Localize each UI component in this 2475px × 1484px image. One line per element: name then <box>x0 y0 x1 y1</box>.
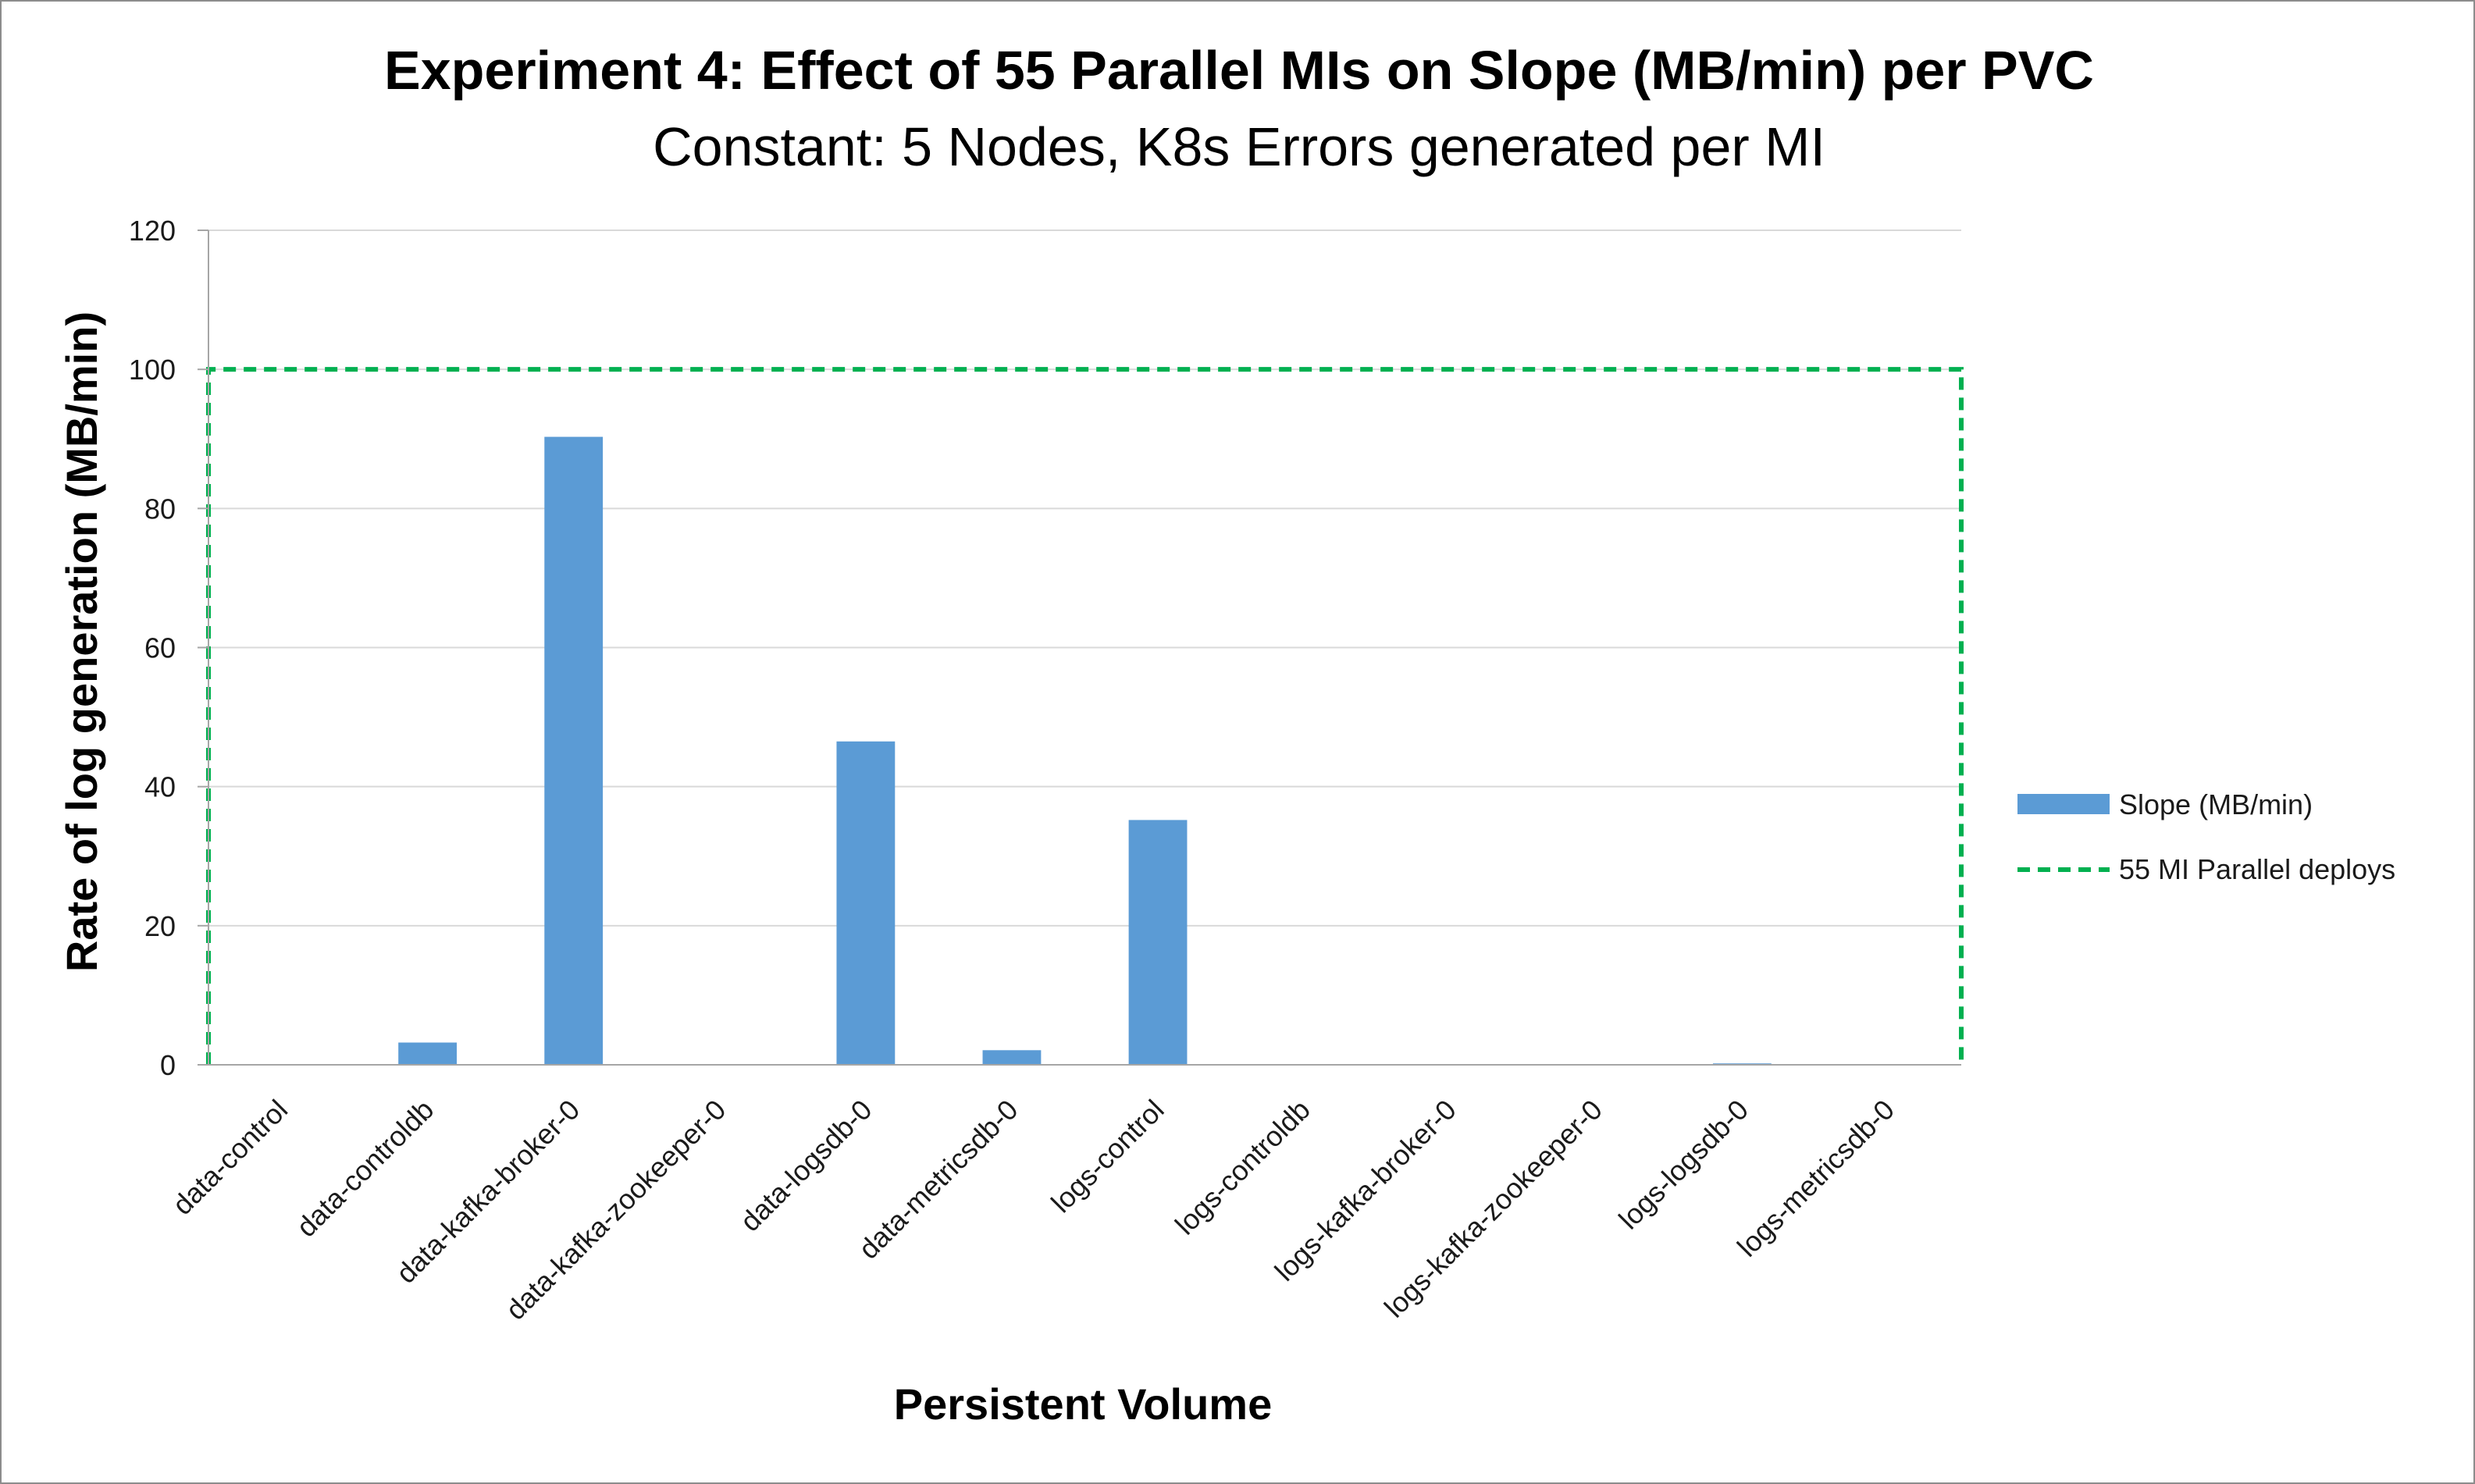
y-axis-title: Rate of log generation (MB/min) <box>57 311 106 972</box>
chart-subtitle: Constant: 5 Nodes, K8s Errors generated … <box>653 116 1825 177</box>
x-tick-labels: data-controldata-controldbdata-kafka-bro… <box>166 1094 1900 1326</box>
y-tick-label: 120 <box>129 215 176 247</box>
x-tick-label: data-metricsdb-0 <box>853 1094 1024 1265</box>
x-tick-label: data-controldb <box>290 1094 440 1244</box>
gridlines <box>208 230 1961 927</box>
x-axis-title: Persistent Volume <box>894 1379 1272 1429</box>
legend-label-slope: Slope (MB/min) <box>2119 788 2313 820</box>
y-tick-labels: 0 20 40 60 80 100 120 <box>129 215 176 1081</box>
y-tick-label: 80 <box>144 493 176 525</box>
y-tick-label: 100 <box>129 354 176 386</box>
bar <box>544 436 604 1065</box>
y-tick-label: 60 <box>144 632 176 664</box>
y-tick-label: 20 <box>144 910 176 942</box>
x-tick-label: data-logsdb-0 <box>734 1094 878 1238</box>
legend-swatch-slope <box>2017 794 2110 814</box>
chart-title: Experiment 4: Effect of 55 Parallel MIs … <box>384 40 2094 101</box>
bar <box>836 741 896 1065</box>
y-tick-label: 40 <box>144 771 176 803</box>
x-tick-label: logs-controldb <box>1169 1094 1316 1241</box>
bar <box>982 1050 1042 1065</box>
legend-label-reference: 55 MI Parallel deploys <box>2119 853 2395 885</box>
bar <box>1128 820 1188 1065</box>
x-tick-label: logs-logsdb-0 <box>1612 1094 1754 1236</box>
bar-series <box>398 436 1772 1065</box>
axes <box>198 230 1961 1066</box>
x-tick-label: data-control <box>166 1094 294 1221</box>
x-tick-label: logs-metricsdb-0 <box>1731 1094 1900 1263</box>
bar <box>398 1042 458 1065</box>
x-tick-label: logs-control <box>1045 1094 1170 1219</box>
legend: Slope (MB/min) 55 MI Parallel deploys <box>2017 788 2395 885</box>
reference-line <box>206 367 1964 1065</box>
reference-box <box>206 367 1964 1065</box>
y-tick-label: 0 <box>160 1049 176 1081</box>
